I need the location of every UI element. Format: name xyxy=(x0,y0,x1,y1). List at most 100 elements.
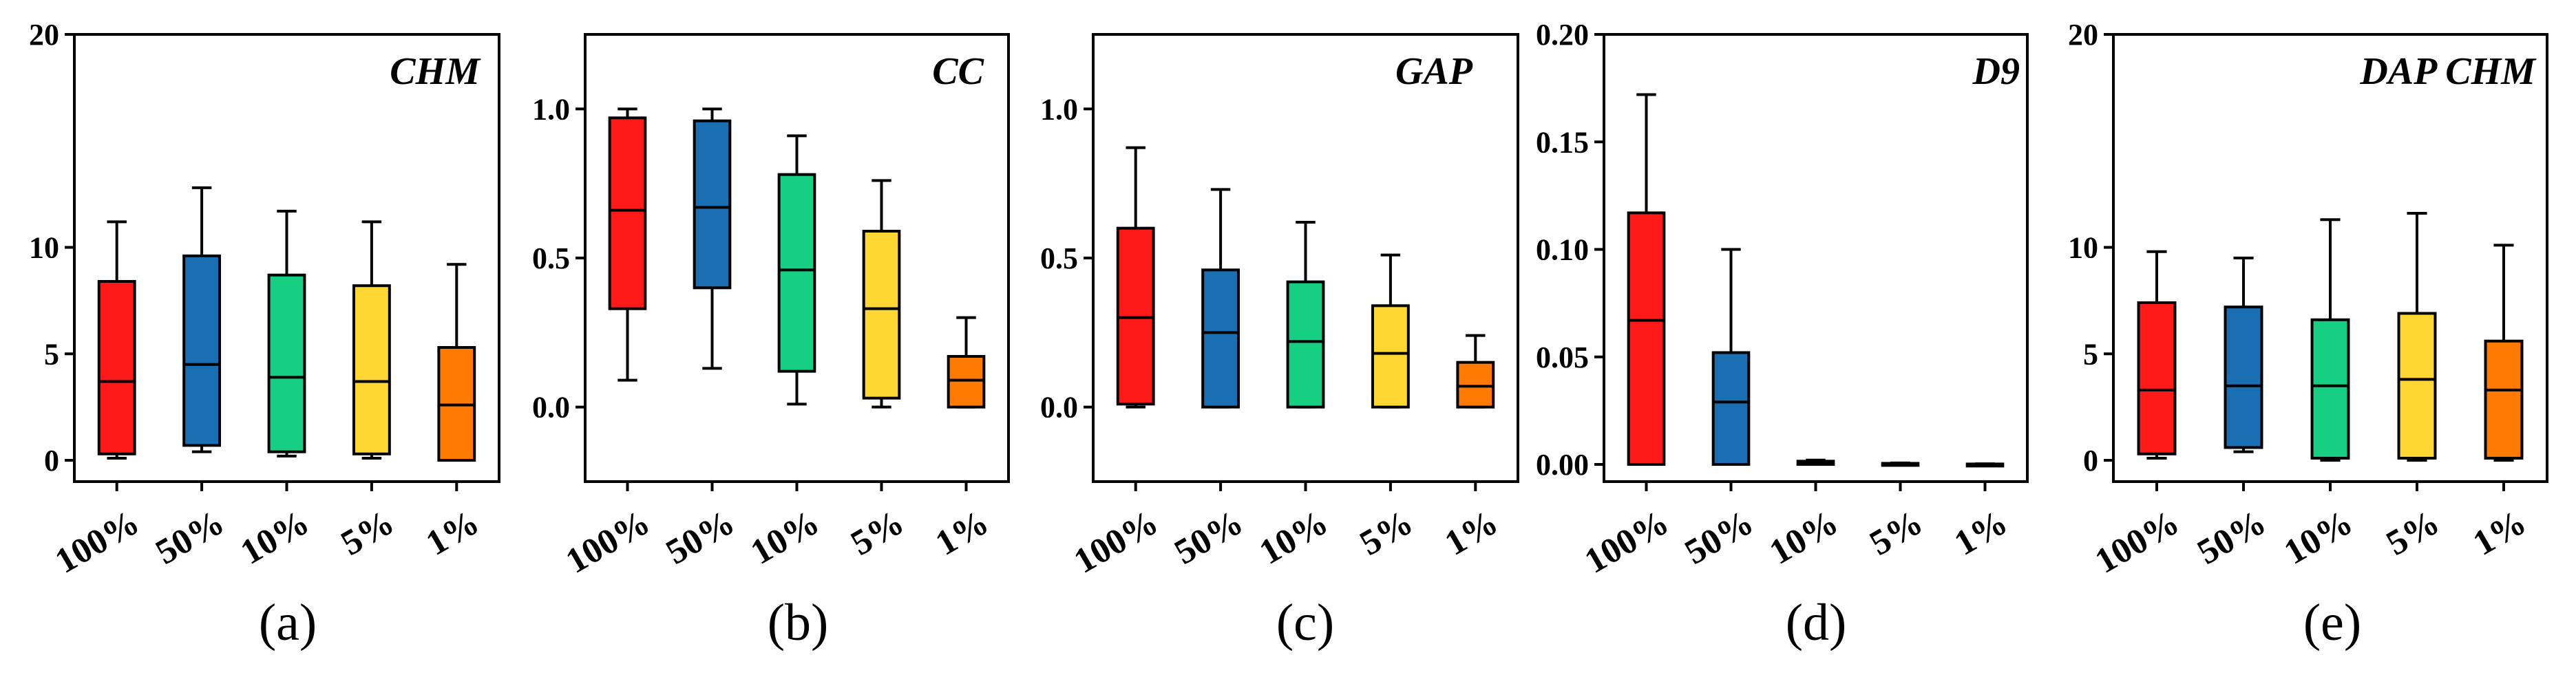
box-4: 5% xyxy=(845,179,911,563)
y-tick-label: 0 xyxy=(2083,444,2098,477)
panel-label: (c) xyxy=(1276,594,1334,652)
x-tick-label: 50% xyxy=(2191,503,2273,572)
box-2: 50% xyxy=(1168,188,1250,572)
box-2: 50% xyxy=(1678,248,1760,572)
x-tick-label: 1% xyxy=(1438,503,1504,563)
x-tick-label: 5% xyxy=(335,503,401,563)
y-tick-label: 20 xyxy=(2068,18,2098,52)
x-tick-label: 1% xyxy=(419,503,485,563)
box-5: 1% xyxy=(419,263,486,563)
box-3: 10% xyxy=(2278,218,2360,572)
chart-title: GAP xyxy=(1395,50,1473,93)
box-5: 1% xyxy=(929,316,995,563)
iqr-box xyxy=(2397,312,2437,460)
chart-title: CC xyxy=(932,50,984,93)
chart-panel-4: 0.00 0.05 0.10 0.15 0.20 D9 100% 50% 10% 5% 1% (d) xyxy=(1536,18,2029,652)
box-2: 50% xyxy=(149,186,231,572)
y-tick-label: 10 xyxy=(29,231,59,265)
iqr-box xyxy=(1116,226,1155,406)
y-tick-label: 0.5 xyxy=(1040,241,1078,275)
iqr-box xyxy=(1627,211,1666,466)
y-tick-label: 0.05 xyxy=(1536,341,1589,374)
box-3: 10% xyxy=(1253,221,1335,572)
chart-title: D9 xyxy=(1972,50,2020,93)
iqr-box xyxy=(1201,268,1241,409)
iqr-box xyxy=(608,116,647,310)
x-tick-label: 10% xyxy=(1763,503,1845,572)
iqr-box xyxy=(1711,351,1751,466)
box-5: 1% xyxy=(1438,334,1505,563)
y-tick-label: 1.0 xyxy=(1040,92,1078,126)
x-tick-label: 10% xyxy=(744,503,826,572)
x-tick-label: 100% xyxy=(1068,503,1165,581)
box-1: 100% xyxy=(560,107,657,581)
y-tick-label: 0.0 xyxy=(1040,391,1078,425)
chart-panel-5: 0 5 10 20 DAP CHM 100% 50% 10% 5% 1% (e) xyxy=(2068,18,2548,652)
y-tick-label: 0.15 xyxy=(1536,125,1589,159)
plot-frame xyxy=(1603,33,2029,483)
x-tick-label: 5% xyxy=(845,503,911,563)
iqr-box xyxy=(267,273,306,453)
y-tick-label: 0.10 xyxy=(1536,233,1589,267)
x-tick-label: 5% xyxy=(1864,503,1930,563)
x-tick-label: 5% xyxy=(2380,503,2446,563)
y-tick-label: 20 xyxy=(29,18,59,52)
box-3: 10% xyxy=(744,134,826,572)
x-tick-label: 10% xyxy=(234,503,316,572)
iqr-box xyxy=(693,119,732,290)
box-3: 10% xyxy=(234,209,316,572)
iqr-box xyxy=(2484,339,2524,460)
y-tick-label: 0 xyxy=(44,444,59,477)
iqr-box xyxy=(1286,280,1325,409)
x-tick-label: 100% xyxy=(49,503,146,581)
iqr-box xyxy=(2137,301,2177,455)
y-tick-label: 5 xyxy=(2083,337,2098,371)
panel-label: (a) xyxy=(259,594,317,652)
y-tick-label: 5 xyxy=(44,337,59,371)
box-2: 50% xyxy=(659,107,741,572)
x-tick-label: 10% xyxy=(2278,503,2360,572)
x-tick-label: 50% xyxy=(149,503,231,572)
y-tick-label: 0.0 xyxy=(532,391,570,425)
box-1: 100% xyxy=(1579,93,1676,581)
box-1: 100% xyxy=(2089,250,2186,581)
x-tick-label: 5% xyxy=(1353,503,1419,563)
box-4: 5% xyxy=(335,220,401,563)
x-tick-label: 100% xyxy=(1579,503,1676,581)
box-1: 100% xyxy=(49,220,146,581)
iqr-box xyxy=(1456,361,1495,409)
box-4: 5% xyxy=(2380,212,2446,563)
iqr-box xyxy=(777,173,816,373)
chart-panel-3: 0.0 0.5 1.0 GAP 100% 50% 10% 5% 1% (c) xyxy=(1040,33,1519,652)
iqr-box xyxy=(2224,305,2263,449)
y-tick-label: 10 xyxy=(2068,231,2098,265)
iqr-box xyxy=(97,280,136,455)
x-tick-label: 50% xyxy=(659,503,741,572)
box-4: 5% xyxy=(1864,461,1930,563)
x-tick-label: 100% xyxy=(2089,503,2186,581)
panel-label: (b) xyxy=(768,594,829,652)
iqr-box xyxy=(2310,318,2350,460)
x-tick-label: 50% xyxy=(1168,503,1250,572)
chart-panel-2: 0.0 0.5 1.0 CC 100% 50% 10% 5% 1% (b) xyxy=(532,33,1010,652)
box-3: 10% xyxy=(1763,458,1845,572)
iqr-box xyxy=(182,254,222,447)
iqr-box xyxy=(1371,304,1410,409)
chart-title: CHM xyxy=(390,50,481,93)
chart-panel-1: 0 5 10 20 CHM 100% 50% 10% 5% 1% (a) xyxy=(29,18,500,652)
x-tick-label: 1% xyxy=(2467,503,2533,563)
y-tick-label: 0.20 xyxy=(1536,18,1589,52)
box-4: 5% xyxy=(1353,253,1419,563)
iqr-box xyxy=(352,284,391,455)
panel-label: (e) xyxy=(2303,594,2361,652)
chart-title: DAP CHM xyxy=(2359,50,2537,93)
x-tick-label: 1% xyxy=(929,503,995,563)
y-tick-label: 0.00 xyxy=(1536,448,1589,482)
x-tick-label: 1% xyxy=(1948,503,2014,563)
box-1: 100% xyxy=(1068,146,1165,581)
x-tick-label: 10% xyxy=(1253,503,1335,572)
iqr-box xyxy=(862,230,901,400)
iqr-box xyxy=(947,355,986,409)
x-tick-label: 100% xyxy=(560,503,657,581)
